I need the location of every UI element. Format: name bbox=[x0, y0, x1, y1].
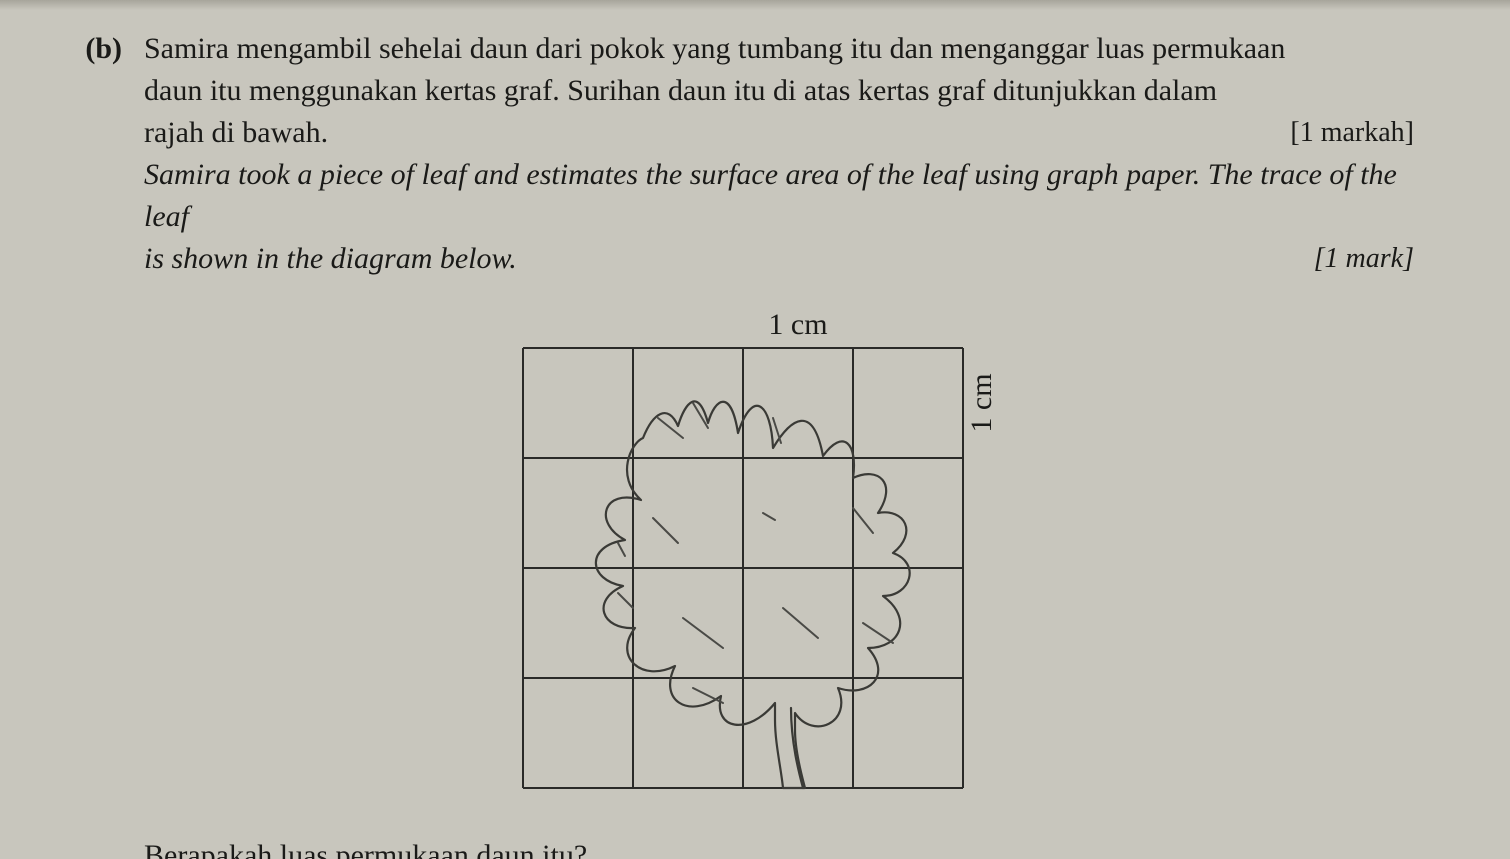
question-body: Samira mengambil sehelai daun dari pokok… bbox=[144, 28, 1414, 280]
q-line-4: Samira took a piece of leaf and estimate… bbox=[144, 154, 1414, 238]
leaf-grid-diagram: 1 cm 1 cm bbox=[443, 298, 1043, 818]
bottom-question-my: Berapakah luas permukaan daun itu? bbox=[144, 836, 1414, 859]
q-line-3: [1 markah] rajah di bawah. bbox=[144, 112, 1414, 154]
mark-en: [1 mark] bbox=[1314, 238, 1414, 280]
q-line-1: Samira mengambil sehelai daun dari pokok… bbox=[144, 28, 1414, 70]
grid-label-top: 1 cm bbox=[768, 308, 827, 341]
q-line-3-text: rajah di bawah. bbox=[144, 116, 328, 149]
question-label: (b) bbox=[72, 28, 122, 70]
grid-label-right: 1 cm bbox=[965, 373, 998, 432]
grid bbox=[523, 348, 963, 788]
leaf-outline bbox=[596, 401, 910, 788]
mark-my: [1 markah] bbox=[1290, 112, 1414, 154]
q-line-2: daun itu menggunakan kertas graf. Suriha… bbox=[144, 70, 1414, 112]
q-line-5: [1 mark] is shown in the diagram below. bbox=[144, 238, 1414, 280]
